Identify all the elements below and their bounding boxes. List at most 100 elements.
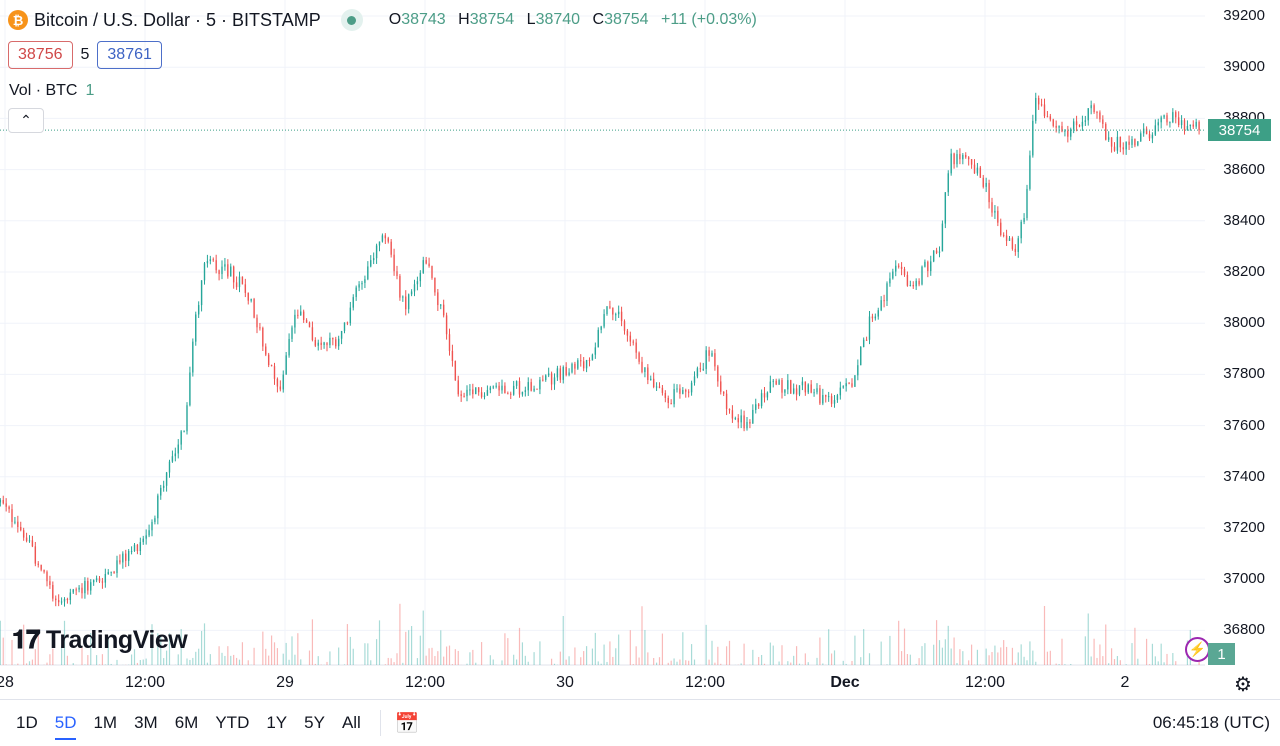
volume-bar xyxy=(221,652,223,665)
range-5d[interactable]: 5D xyxy=(54,713,77,740)
range-ytd[interactable]: YTD xyxy=(215,713,250,732)
candle-body xyxy=(1014,248,1017,252)
candle-body xyxy=(991,202,993,213)
range-1m[interactable]: 1M xyxy=(93,713,118,732)
symbol-title[interactable]: Bitcoin / U.S. Dollar · 5 · BITSTAMP xyxy=(34,9,321,30)
candle-body xyxy=(57,600,60,603)
candle-body xyxy=(92,580,95,583)
volume-bar xyxy=(833,650,836,665)
range-5y[interactable]: 5Y xyxy=(304,713,325,732)
candle-body xyxy=(507,393,509,395)
volume-bar xyxy=(513,654,515,665)
price-tick: 37400 xyxy=(1223,467,1265,485)
range-3m[interactable]: 3M xyxy=(134,713,158,732)
candle-body xyxy=(743,415,745,429)
volume-bar xyxy=(830,653,833,665)
clock[interactable]: 06:45:18 (UTC) xyxy=(1152,713,1270,732)
candle-body xyxy=(1072,121,1075,130)
volume-bar xyxy=(402,662,404,665)
price-chart[interactable] xyxy=(0,0,1205,698)
range-1y[interactable]: 1Y xyxy=(266,713,288,732)
candle-body xyxy=(965,154,967,158)
volume-bar xyxy=(568,656,570,665)
volume-bar xyxy=(1070,663,1072,665)
volume-bar xyxy=(653,658,655,665)
price-tick: 39200 xyxy=(1223,7,1265,24)
volume-bar xyxy=(1017,652,1019,665)
volume-bar xyxy=(1064,664,1066,665)
candle-body xyxy=(547,373,550,376)
tradingview-logo[interactable]: 𝟏𝟕 TradingView xyxy=(12,624,188,654)
volume-bar xyxy=(1102,656,1104,665)
volume-bar xyxy=(1029,641,1031,665)
candle-body xyxy=(591,354,594,361)
collapse-legend-button[interactable]: ⌃ xyxy=(8,108,44,133)
candle-body xyxy=(81,587,83,594)
candle-body xyxy=(883,300,885,302)
candle-body xyxy=(915,280,917,287)
price-tick: 36800 xyxy=(1223,621,1265,639)
range-6m[interactable]: 6M xyxy=(174,713,199,732)
volume-bar xyxy=(515,659,518,665)
candle-body xyxy=(212,259,214,261)
sell-button[interactable]: 38756 xyxy=(8,41,73,69)
volume-bar xyxy=(781,645,783,665)
candle-body xyxy=(1151,134,1154,139)
volume-bar xyxy=(448,645,451,665)
volume-bar xyxy=(1154,656,1156,665)
volume-bar xyxy=(224,655,226,665)
volume-bar xyxy=(25,663,28,665)
candle-body xyxy=(781,380,783,393)
candle-body xyxy=(594,347,597,355)
candle-body xyxy=(329,337,331,346)
volume-bar xyxy=(480,642,483,665)
candle-body xyxy=(714,353,716,367)
candle-body xyxy=(947,173,949,193)
volume-bar xyxy=(685,660,687,665)
candle-body xyxy=(448,334,451,351)
candle-body xyxy=(349,307,352,324)
candle-body xyxy=(1122,147,1124,150)
volume-bar xyxy=(247,660,249,665)
volume-bar xyxy=(1084,636,1086,665)
candle-body xyxy=(1116,136,1119,151)
volume-bar xyxy=(638,657,640,665)
volume-bar xyxy=(1058,664,1060,665)
range-1d[interactable]: 1D xyxy=(16,713,38,732)
candle-body xyxy=(396,271,398,277)
volume-bar xyxy=(230,655,232,665)
candle-body xyxy=(270,365,273,367)
candle-body xyxy=(921,266,923,285)
candle-body xyxy=(265,346,267,355)
volume-bar xyxy=(326,661,328,665)
candle-body xyxy=(556,368,559,378)
buy-button[interactable]: 38761 xyxy=(97,41,162,69)
volume-bar xyxy=(37,629,39,665)
calendar-goto-icon[interactable]: 📅 xyxy=(394,712,420,735)
volume-bar xyxy=(11,639,13,665)
candle-body xyxy=(384,235,387,239)
volume-bar xyxy=(521,642,524,665)
candle-body xyxy=(34,546,37,564)
volume-bar xyxy=(370,660,372,665)
candle-body xyxy=(1040,104,1043,106)
candle-body xyxy=(650,378,652,380)
candle-body xyxy=(932,250,935,262)
market-status-icon[interactable] xyxy=(340,9,363,31)
candle-body xyxy=(757,404,760,407)
candle-body xyxy=(617,311,620,315)
candle-body xyxy=(1017,238,1019,252)
candle-body xyxy=(206,261,209,264)
lightning-icon[interactable]: ⚡ xyxy=(1185,637,1210,662)
candle-body xyxy=(145,535,147,539)
candle-body xyxy=(877,310,879,317)
volume-bar xyxy=(2,637,4,665)
volume-bar xyxy=(970,644,973,665)
candle-body xyxy=(492,386,494,388)
settings-icon[interactable]: ⚙ xyxy=(1234,674,1252,696)
price-tick: 38400 xyxy=(1223,211,1265,229)
candle-body xyxy=(609,306,611,308)
candle-body xyxy=(320,342,322,345)
candle-body xyxy=(755,404,757,410)
range-all[interactable]: All xyxy=(341,713,361,732)
